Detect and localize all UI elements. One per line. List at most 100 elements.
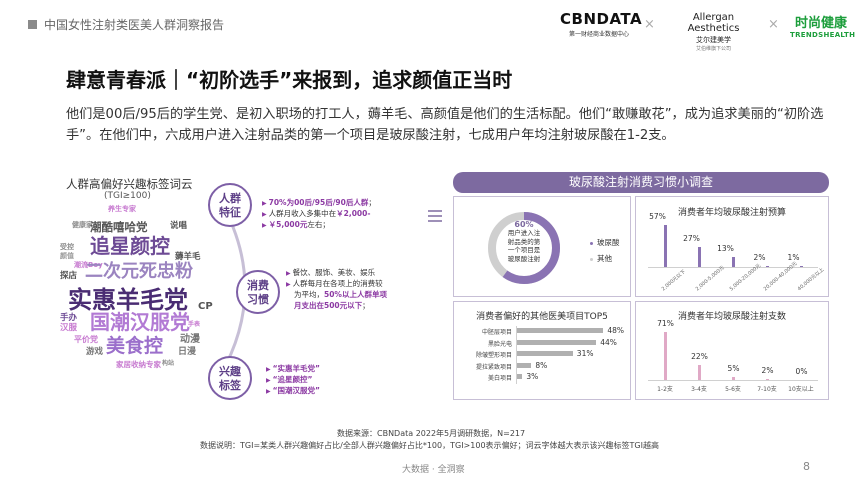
bar — [663, 332, 667, 380]
survey-panel: 玻尿酸注射消费习惯小调查 60% 用户进入注 射品类的第 一个项目是 玻尿酸注射 玻尿… — [428, 172, 830, 400]
bar-category-label: 5-6支 — [725, 386, 741, 393]
logo-separator-icon: × — [644, 17, 655, 32]
group-annotation-line: ▶ 餐饮、服饰、美妆、娱乐 — [286, 267, 375, 279]
bar — [663, 225, 667, 267]
bullet-triangle-icon: ▶ — [286, 281, 291, 288]
donut-caption-line: 一个项目是 — [507, 246, 541, 254]
cloud-word: 汉服 — [60, 323, 78, 333]
bar-value-label: 13% — [717, 244, 734, 254]
donut-caption: 用户进入注 射品类的第 一个项目是 玻尿酸注射 — [484, 229, 564, 263]
allergan-logo: Allergan Aesthetics 艾尔建美学 艾伯维旗下公司 — [666, 12, 761, 52]
annotation-highlight: “实惠羊毛党” — [272, 364, 320, 373]
top5-box: 消费者偏好的其他医美项目TOP5 中胚层项目 48% 黑脸光电 44% 除皱塑形项目 31… — [453, 301, 631, 400]
bar — [765, 265, 769, 267]
bar-value-label: 48% — [607, 326, 625, 335]
bar — [697, 247, 701, 267]
bar-category-label: 40,000元以上 — [796, 266, 825, 293]
group-annotation-line: ▶ 人群月收入多集中在￥2,000- — [262, 208, 370, 220]
bar — [697, 365, 701, 380]
bullet-triangle-icon: ▶ — [262, 200, 267, 207]
annotation-highlight: ￥5,000元 — [268, 220, 308, 229]
donut-caption-line: 射品类的第 — [507, 237, 541, 246]
donut-caption-line: 用户进入注 — [507, 229, 541, 237]
group-label: 习惯 — [247, 293, 269, 306]
count-box: 消费者年均玻尿酸注射支数 71% 1-2支 22% 3-4支 5% 5-6支 2% 7-10支… — [635, 301, 829, 400]
cloud-word: 健康家 — [72, 221, 93, 229]
cloud-word: 受控 — [60, 243, 74, 251]
cloud-word: 美食控 — [106, 335, 164, 357]
legend-dot-icon — [590, 241, 593, 245]
bar-category-label: 除皱塑形项目 — [475, 352, 512, 359]
cloud-word: 日漫 — [178, 347, 197, 357]
group-annotation-line: ▶ ￥5,000元左右； — [262, 219, 330, 231]
bar-value-label: 44% — [600, 337, 617, 347]
cloud-word: 说唱 — [170, 221, 188, 231]
bullet-triangle-icon: ▶ — [262, 222, 267, 229]
trendshealth-logo: 时尚健康 TRENDSHEALTH — [790, 12, 856, 39]
cloud-word: 追星颜控 — [90, 234, 170, 258]
bullet-triangle-icon: ▶ — [262, 211, 267, 218]
annotation-text: 左右； — [307, 220, 330, 229]
x-axis-line — [648, 267, 818, 268]
cloud-word: 探店 — [60, 271, 78, 281]
cbndata-logo-text: CBNDATA — [560, 10, 643, 28]
donut-legend-item: 玻尿酸 — [590, 237, 620, 248]
bar-category-label: 美白项目 — [487, 375, 512, 382]
donut-legend: 玻尿酸 其他 — [590, 237, 620, 269]
bullet-triangle-icon: ▶ — [266, 388, 271, 395]
allergan-logo-text: Allergan Aesthetics — [687, 12, 740, 34]
bar-value-label: 22% — [691, 352, 708, 362]
bar-value-label: 3% — [526, 372, 539, 381]
group-annotation-line: ▶ “国潮汉服党” — [266, 385, 320, 397]
data-note: 数据说明：TGI=某类人群兴趣偏好占比/全部人群兴趣偏好占比*100，TGI>1… — [200, 441, 659, 450]
annotation-text: ； — [362, 301, 370, 310]
annotation-highlight: 月支出在500元以下 — [294, 301, 363, 310]
annotation-highlight: 50%以上人群单项 — [324, 290, 387, 299]
cloud-word: 游戏 — [86, 347, 104, 357]
cbndata-logo: CBNDATA 第一财经商业数据中心 — [560, 10, 643, 38]
group-annotation-line: ▶ “实惠羊毛党” — [266, 363, 320, 375]
footer-slogan: 大数据 · 全洞察 — [402, 465, 465, 475]
bar-value-label: 8% — [535, 360, 548, 370]
count-title: 消费者年均玻尿酸注射支数 — [677, 312, 786, 322]
bar-category-label: 2,000元以下 — [660, 268, 687, 293]
bar-value-label: 27% — [683, 234, 700, 244]
word-cloud-title: 人群高偏好兴趣标签词云 — [66, 177, 193, 191]
trendshealth-logo-en: TRENDSHEALTH — [790, 31, 856, 39]
cloud-word: 家居收纳专家 — [116, 360, 161, 369]
report-title: 中国女性注射类医美人群洞察报告 — [44, 18, 225, 32]
cloud-word: 手表 — [188, 321, 201, 328]
bar-value-label: 5% — [727, 363, 740, 373]
donut-center: 60% 用户进入注 射品类的第 一个项目是 玻尿酸注射 — [484, 220, 564, 263]
annotation-text: 为平均， — [294, 290, 324, 299]
bar-category-label: 提拉紧致项目 — [475, 363, 512, 371]
cloud-word: 潮流Boy — [74, 261, 103, 269]
cloud-word: 动漫 — [180, 334, 200, 345]
bar — [731, 376, 735, 380]
bar-value-label: 2% — [761, 365, 774, 375]
group-label: 人群 — [219, 192, 241, 205]
group-label: 标签 — [219, 379, 241, 392]
cloud-word: 平价党 — [74, 335, 98, 344]
bar-value-label: 0% — [795, 367, 808, 376]
header-square-icon — [28, 20, 37, 29]
bar-value-label: 1% — [787, 252, 800, 262]
budget-title: 消费者年均玻尿酸注射预算 — [677, 208, 786, 218]
cloud-word: 颜值 — [60, 252, 74, 260]
bar-value-label: 57% — [649, 212, 666, 221]
cloud-word: 构站 — [162, 360, 175, 367]
group-label: 特征 — [219, 206, 241, 219]
cloud-word: 实惠羊毛党 — [68, 286, 188, 314]
annotation-highlight: “国潮汉服党” — [272, 386, 320, 395]
annotation-highlight: “追星颜控” — [272, 375, 313, 384]
bar — [517, 362, 532, 368]
bar-value-label: 71% — [657, 319, 674, 328]
bar-category-label: 中胚层项目 — [481, 329, 512, 336]
bar-category-label: 2,000-5,000元 — [694, 264, 726, 293]
bar — [799, 265, 803, 267]
group-annotation-line: ▶ 70%为00后/95后/90后人群； — [262, 197, 376, 209]
budget-chart: 57% 2,000元以下 27% 2,000-5,000元 13% 5,000-20,00… — [636, 197, 830, 298]
bar — [517, 339, 597, 345]
bar — [731, 257, 735, 267]
bar — [517, 328, 604, 333]
